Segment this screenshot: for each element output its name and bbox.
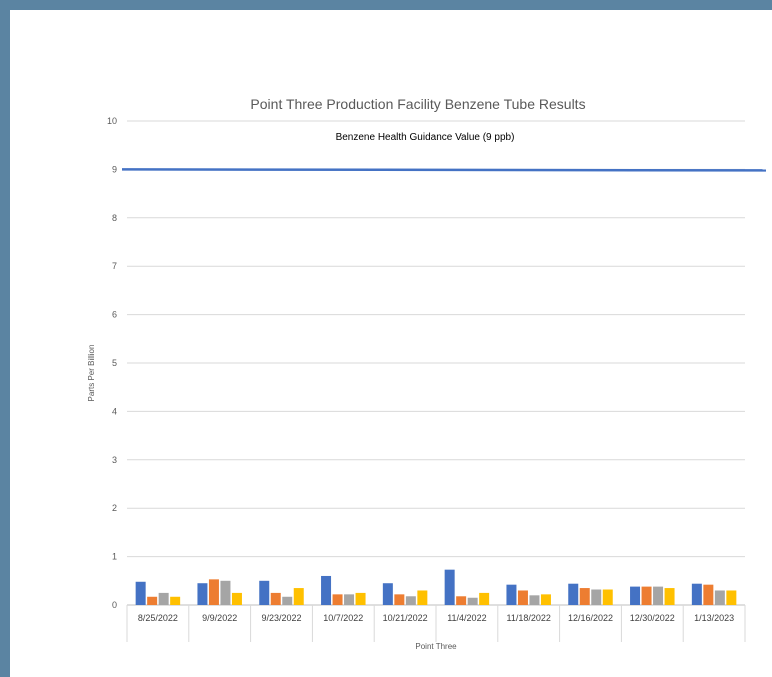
bar [653,586,664,605]
bar [197,583,208,605]
x-tick-label: 8/25/2022 [138,613,178,623]
bar [467,597,478,605]
bar [630,586,641,605]
bar [506,584,517,605]
bar [158,592,169,605]
y-tick-label: 2 [112,503,117,513]
x-tick-label: 12/16/2022 [568,613,613,623]
bar [579,588,590,605]
y-axis-title: Parts Per Billion [87,345,96,402]
x-axis-title: Point Three [415,642,457,651]
bar [270,592,281,605]
bar [405,596,416,605]
chart-area: Point Three Production Facility Benzene … [10,10,772,677]
bar [382,583,393,605]
y-tick-label: 10 [107,116,117,126]
x-tick-label: 10/7/2022 [323,613,363,623]
y-tick-label: 8 [112,213,117,223]
y-tick-label: 3 [112,455,117,465]
x-tick-label: 11/18/2022 [507,613,551,623]
y-tick-label: 5 [112,358,117,368]
bar [444,569,455,605]
bar [703,584,714,605]
bar [726,590,737,605]
bar [568,583,579,605]
y-tick-label: 0 [112,600,117,610]
bar [220,580,231,605]
bar [394,594,405,605]
bar [135,581,146,605]
bar [479,592,490,605]
y-tick-label: 9 [112,164,117,174]
bar [208,579,219,605]
x-tick-label: 9/9/2022 [202,613,237,623]
x-tick-label: 10/21/2022 [383,613,428,623]
bar [170,596,181,605]
bar [529,595,540,605]
bar [231,592,242,605]
x-tick-label: 12/30/2022 [630,613,675,623]
bar [641,586,652,605]
bar [540,594,551,605]
bar [517,590,528,605]
y-tick-label: 4 [112,406,117,416]
bar [355,592,366,605]
bar [591,589,602,605]
x-tick-label: 9/23/2022 [261,613,301,623]
reference-line-label: Benzene Health Guidance Value (9 ppb) [336,132,515,143]
y-tick-label: 6 [112,310,117,320]
y-tick-label: 1 [112,552,117,562]
bar [691,583,702,605]
bar [293,588,304,605]
y-tick-label: 7 [112,261,117,271]
bar-chart: Point Three Production Facility Benzene … [87,96,767,651]
bar [332,594,343,605]
bar [321,575,332,605]
bar [417,590,428,605]
bar [344,594,355,605]
bar [664,588,675,605]
bar [714,590,725,605]
bar [147,596,158,605]
bar [259,580,270,605]
chart-title: Point Three Production Facility Benzene … [250,96,585,112]
x-tick-label: 1/13/2023 [694,613,734,623]
bar [456,596,467,605]
reference-line [121,168,767,172]
bar [282,596,293,605]
x-tick-label: 11/4/2022 [447,613,486,623]
bar [602,589,613,605]
